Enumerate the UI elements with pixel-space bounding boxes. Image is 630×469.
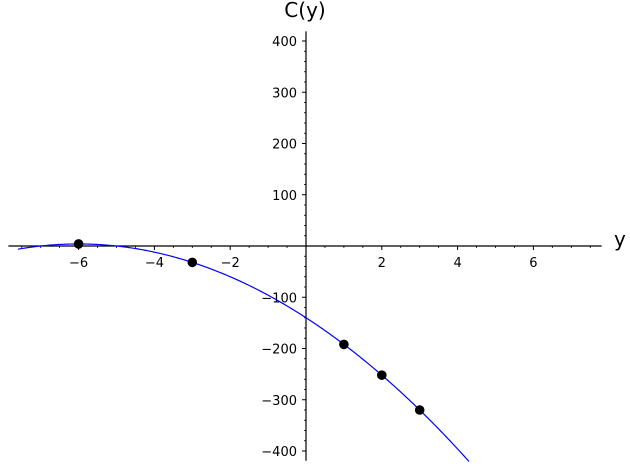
x-tick-label: −4	[145, 256, 164, 271]
x-axis-label: y	[614, 227, 626, 251]
y-tick-label: −400	[261, 445, 297, 460]
data-point	[339, 339, 349, 350]
y-tick-label: 400	[272, 35, 297, 50]
y-tick-label: −100	[261, 291, 297, 306]
y-tick-label: −200	[261, 343, 297, 358]
x-tick-label: −6	[69, 256, 88, 271]
y-tick-label: −300	[261, 394, 297, 409]
x-tick-label: 4	[453, 256, 461, 271]
y-tick-label: 300	[272, 86, 297, 101]
y-tick-label: 100	[272, 189, 297, 204]
curve-line	[17, 243, 470, 462]
curve-layer	[17, 243, 470, 462]
x-tick-label: 6	[529, 256, 537, 271]
minor-ticks	[21, 50, 591, 442]
data-point	[414, 405, 425, 415]
points-layer	[73, 239, 425, 415]
x-tick-label: −2	[221, 256, 240, 271]
y-axis-label: C(y)	[284, 0, 325, 22]
tick-labels: −6 −4 −2 2 4 6 −400 −300 −200 −100 100 200 300 400	[69, 35, 538, 460]
data-point	[73, 239, 84, 249]
y-tick-label: 200	[272, 138, 297, 153]
data-point	[187, 257, 198, 268]
data-point	[377, 370, 387, 380]
major-ticks	[78, 40, 534, 452]
x-tick-label: 2	[378, 256, 386, 271]
